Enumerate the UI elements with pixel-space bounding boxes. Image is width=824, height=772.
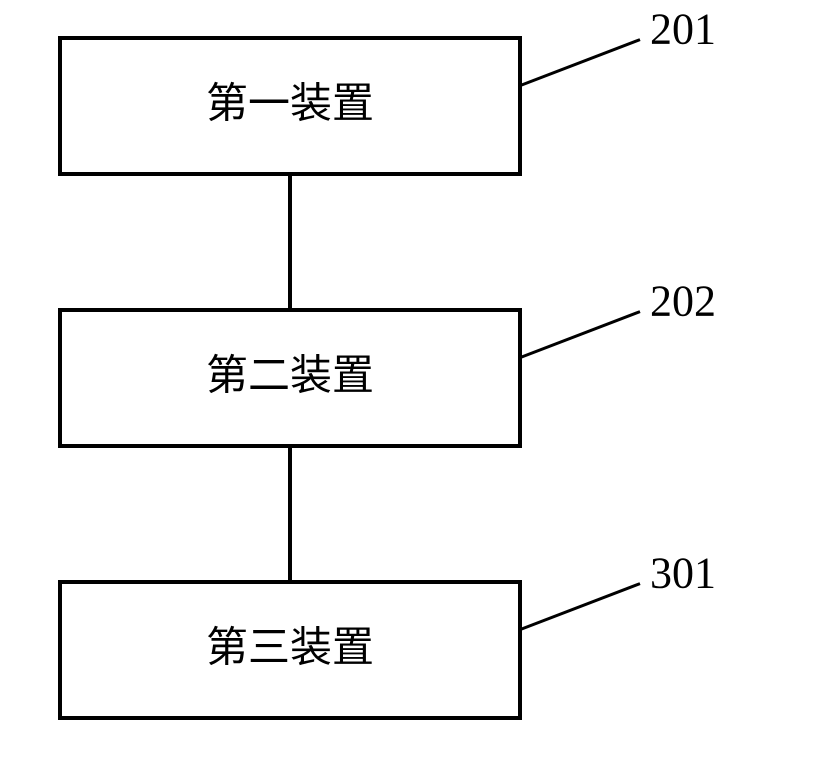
ref-lead-201	[520, 40, 640, 86]
diagram-canvas: 第一装置第二装置第三装置 201 202 301	[0, 0, 824, 772]
ref-label-202: 202	[650, 277, 716, 326]
ref-lead-202	[520, 312, 640, 358]
ref-label-301: 301	[650, 549, 716, 598]
box-1-label: 第一装置	[206, 82, 374, 128]
box-2-label: 第二装置	[206, 354, 374, 400]
ref-label-201: 201	[650, 5, 716, 54]
box-3-label: 第三装置	[206, 626, 374, 672]
ref-lead-301	[520, 584, 640, 630]
